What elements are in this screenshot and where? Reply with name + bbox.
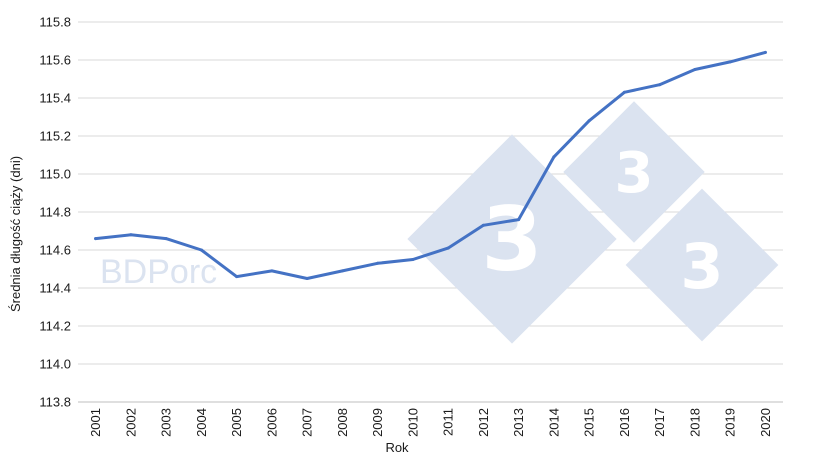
watermark-digit-small: 3	[615, 141, 654, 206]
x-tick-label: 2014	[546, 408, 561, 437]
data-point	[199, 248, 203, 252]
x-tick-label: 2016	[617, 408, 632, 437]
series-line	[94, 50, 767, 280]
y-tick-label: 115.2	[39, 129, 71, 144]
x-tick-label: 2008	[335, 408, 350, 437]
x-tick-label: 2002	[123, 408, 138, 437]
data-point	[446, 246, 450, 250]
data-point	[587, 119, 591, 123]
data-point	[235, 275, 239, 279]
x-tick-label: 2013	[511, 408, 526, 437]
watermark-brand-text: BDPorc	[100, 253, 217, 291]
x-tick-label: 2006	[264, 408, 279, 437]
gridlines	[78, 21, 783, 365]
y-tick-label: 114.6	[39, 243, 71, 258]
x-axis-ticks: 2001 2002 2003 2004 2005 2006 2007 2008 2009 2010…	[88, 408, 773, 437]
watermark-digit-right: 3	[680, 230, 723, 303]
y-tick-label: 114.4	[39, 281, 71, 296]
data-point	[94, 237, 98, 241]
y-tick-label: 114.2	[39, 319, 71, 334]
x-tick-label: 2005	[229, 408, 244, 437]
data-point	[340, 269, 344, 273]
y-axis-ticks: 113.8 114.0 114.2 114.4 114.6 114.8 115.0 115.2…	[39, 15, 71, 410]
x-tick-label: 2001	[88, 408, 103, 437]
y-tick-label: 115.0	[39, 167, 71, 182]
x-tick-label: 2007	[300, 408, 315, 437]
x-tick-label: 2010	[405, 408, 420, 437]
data-point	[305, 277, 309, 280]
data-point	[164, 237, 168, 241]
data-point	[129, 233, 133, 237]
x-tick-label: 2019	[723, 408, 738, 437]
x-tick-label: 2003	[159, 408, 174, 437]
x-tick-label: 2011	[441, 408, 456, 436]
data-point	[411, 258, 415, 261]
y-tick-label: 115.6	[39, 53, 71, 68]
y-axis-title: Średnia długość ciąży (dni)	[8, 156, 23, 312]
x-tick-label: 2018	[687, 408, 702, 437]
x-tick-label: 2020	[758, 408, 773, 437]
x-tick-label: 2009	[370, 408, 385, 437]
y-tick-label: 115.4	[39, 91, 71, 106]
x-tick-label: 2015	[582, 408, 597, 437]
data-point	[481, 223, 485, 227]
x-tick-label: 2012	[476, 408, 491, 437]
data-point	[693, 68, 697, 71]
data-point	[658, 83, 662, 87]
y-tick-label: 115.8	[39, 15, 71, 30]
series-group	[94, 50, 767, 280]
data-point	[552, 155, 556, 159]
x-tick-label: 2017	[652, 408, 667, 437]
watermark-digit-large: 3	[481, 188, 542, 291]
y-tick-label: 114.8	[39, 205, 71, 220]
data-point	[622, 90, 626, 94]
data-point	[376, 261, 380, 265]
y-tick-label: 113.8	[39, 395, 71, 410]
data-point	[728, 60, 732, 64]
y-tick-label: 114.0	[39, 357, 71, 372]
data-point	[517, 218, 521, 222]
watermark-logo: BDPorc 3 3 3	[100, 101, 779, 344]
x-axis-title: Rok	[385, 440, 409, 455]
data-point	[270, 269, 274, 273]
x-tick-label: 2004	[194, 408, 209, 437]
data-point	[763, 50, 767, 54]
